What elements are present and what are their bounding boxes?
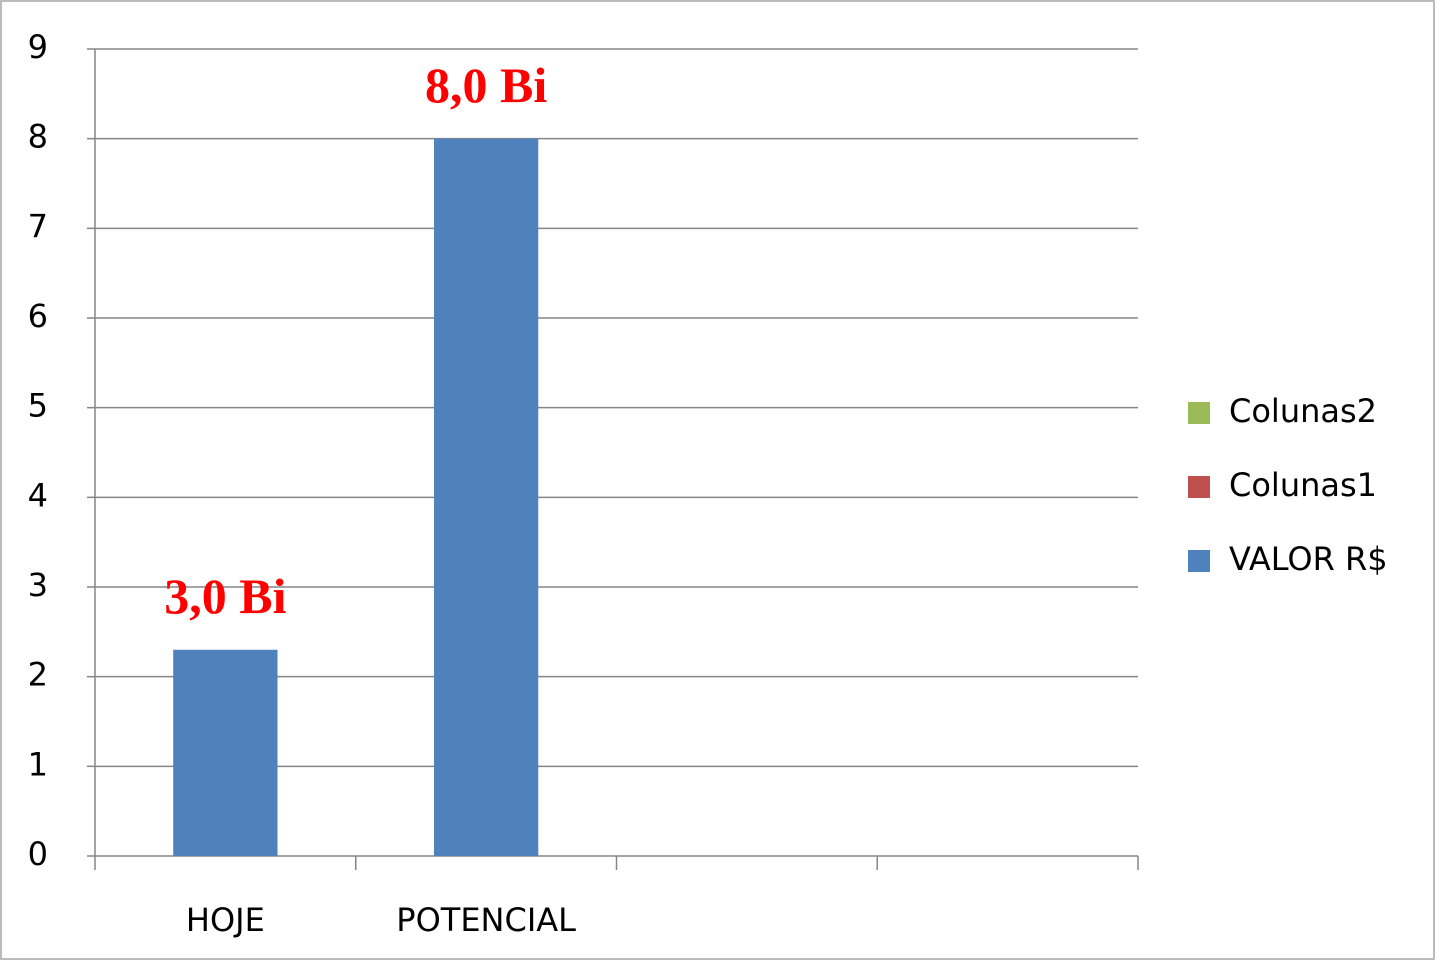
y-tick-label: 6 — [28, 297, 48, 335]
y-tick-label: 0 — [28, 835, 48, 873]
x-tick-label: HOJE — [186, 901, 265, 939]
x-tick-label: POTENCIAL — [396, 901, 576, 939]
legend-swatch — [1188, 550, 1210, 572]
y-tick-label: 5 — [28, 387, 48, 425]
y-tick-label: 7 — [28, 207, 48, 245]
y-tick-label: 4 — [28, 476, 48, 514]
bar — [433, 138, 539, 856]
data-annotation: 3,0 Bi — [164, 568, 286, 624]
y-tick-label: 3 — [28, 566, 48, 604]
legend-label: VALOR R$ — [1229, 540, 1388, 578]
bar — [173, 649, 278, 856]
y-tick-label: 1 — [28, 745, 48, 783]
legend-label: Colunas2 — [1229, 392, 1377, 430]
data-annotation: 8,0 Bi — [425, 57, 547, 113]
y-tick-label: 9 — [28, 28, 48, 66]
legend-swatch — [1188, 402, 1210, 424]
legend-swatch — [1188, 476, 1210, 498]
y-tick-label: 2 — [28, 656, 48, 694]
legend-label: Colunas1 — [1229, 466, 1377, 504]
y-tick-label: 8 — [28, 118, 48, 156]
